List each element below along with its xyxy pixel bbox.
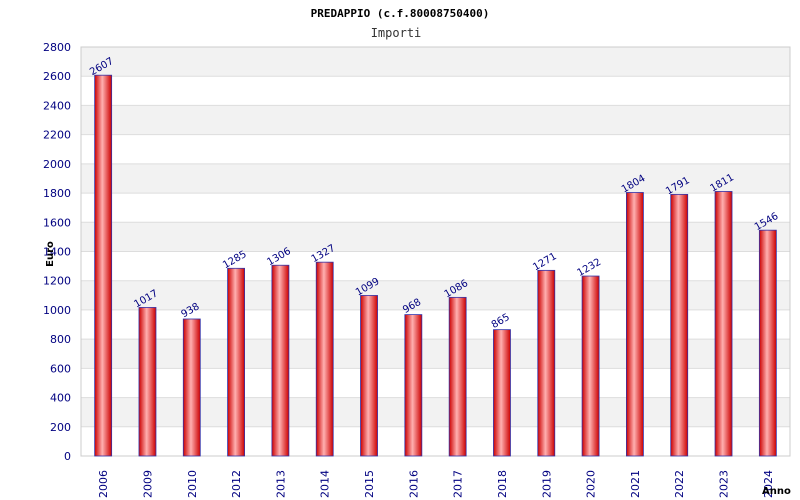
y-tick-label: 1400 — [43, 246, 71, 259]
bar — [227, 267, 245, 457]
y-tick-label: 1000 — [43, 304, 71, 317]
x-axis-ticks: 2006 2009 2010 2012 2013 2014 2015 2016 2017 2018… — [97, 470, 775, 498]
x-tick-label: 2014 — [319, 470, 332, 498]
bar — [626, 192, 644, 457]
x-tick-label: 2020 — [585, 470, 598, 498]
bar — [94, 74, 113, 457]
bar — [271, 264, 290, 457]
y-tick-label: 2200 — [43, 129, 71, 142]
y-axis-label: Euro — [45, 241, 56, 267]
bar — [581, 275, 600, 457]
y-tick-label: 2800 — [43, 41, 71, 54]
x-tick-label: 2006 — [97, 470, 110, 498]
x-tick-label: 2023 — [718, 470, 731, 498]
bar — [404, 314, 423, 457]
bar — [714, 191, 733, 457]
x-tick-label: 2022 — [673, 470, 686, 498]
grid-band — [81, 105, 790, 135]
y-tick-label: 0 — [64, 450, 71, 463]
y-tick-label: 800 — [50, 333, 71, 346]
bar — [360, 295, 378, 457]
y-tick-label: 2000 — [43, 158, 71, 171]
x-tick-label: 2015 — [363, 470, 376, 498]
y-tick-label: 400 — [50, 392, 71, 405]
y-tick-label: 2400 — [43, 99, 71, 112]
y-tick-label: 2600 — [43, 70, 71, 83]
plot-frame — [80, 46, 791, 457]
x-tick-label: 2019 — [540, 470, 553, 498]
x-tick-label: 2016 — [407, 470, 420, 498]
x-tick-label: 2013 — [274, 470, 287, 498]
chart-subtitle: Importi — [371, 26, 422, 40]
y-tick-label: 1200 — [43, 275, 71, 288]
x-tick-label: 2018 — [496, 470, 509, 498]
grid-band — [81, 47, 790, 77]
bar — [315, 261, 334, 457]
x-tick-label: 2024 — [762, 470, 775, 498]
x-axis-label: Anno — [762, 486, 791, 497]
y-tick-label: 1600 — [43, 216, 71, 229]
chart-title: PREDAPPIO (c.f.80008750400) — [311, 7, 490, 20]
x-tick-label: 2010 — [186, 470, 199, 498]
bar — [537, 269, 556, 457]
bar — [448, 296, 467, 457]
y-tick-label: 200 — [50, 421, 71, 434]
bars — [94, 74, 777, 457]
bar — [138, 307, 157, 457]
x-tick-label: 2021 — [629, 470, 642, 498]
x-tick-label: 2012 — [230, 470, 243, 498]
bar — [493, 329, 511, 457]
x-tick-label: 2017 — [452, 470, 465, 498]
y-tick-label: 600 — [50, 362, 71, 375]
bar — [758, 229, 777, 457]
x-tick-label: 2009 — [141, 470, 154, 498]
y-tick-label: 1800 — [43, 187, 71, 200]
bar — [670, 193, 689, 457]
grid-band — [81, 163, 790, 194]
bar — [182, 318, 201, 457]
data-label: 865 — [490, 312, 512, 331]
y-axis-ticks: 0 200 400 600 800 1000 1200 1400 1600 1800 2000 220… — [43, 41, 71, 463]
